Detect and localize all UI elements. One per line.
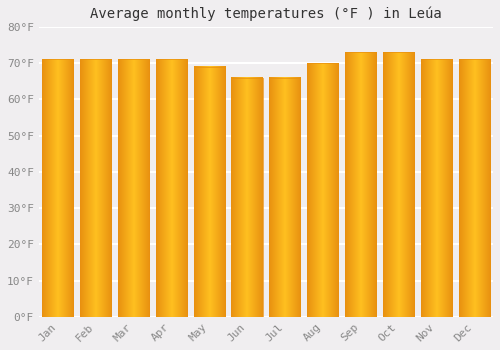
Bar bbox=[194, 66, 224, 317]
Bar bbox=[42, 60, 74, 317]
Bar bbox=[156, 60, 187, 317]
Bar bbox=[458, 60, 490, 317]
Bar bbox=[421, 60, 452, 317]
Bar bbox=[232, 78, 262, 317]
Bar bbox=[118, 60, 149, 317]
Bar bbox=[345, 52, 376, 317]
Bar bbox=[270, 78, 300, 317]
Bar bbox=[307, 63, 338, 317]
Title: Average monthly temperatures (°F ) in Leúa: Average monthly temperatures (°F ) in Le… bbox=[90, 7, 442, 21]
Bar bbox=[80, 60, 111, 317]
Bar bbox=[383, 52, 414, 317]
